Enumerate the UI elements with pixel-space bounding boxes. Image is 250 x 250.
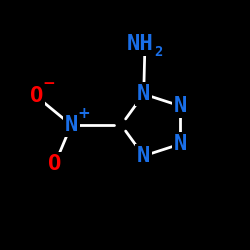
Text: O: O [30, 86, 43, 106]
Text: NH: NH [126, 34, 153, 54]
Text: O: O [48, 154, 62, 174]
Text: −: − [43, 76, 56, 91]
Text: N: N [137, 84, 150, 104]
Text: 2: 2 [154, 44, 163, 59]
Text: N: N [64, 115, 78, 135]
Text: N: N [137, 146, 150, 166]
Text: N: N [173, 134, 187, 154]
Text: +: + [77, 106, 90, 120]
Text: N: N [173, 96, 187, 116]
